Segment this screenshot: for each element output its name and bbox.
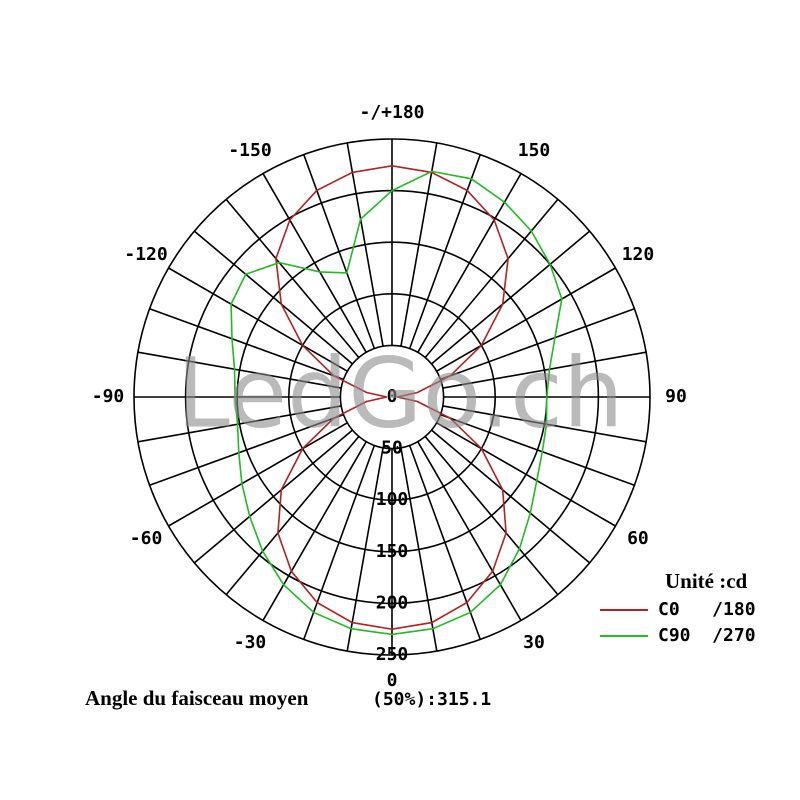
theta-tick-label: 60	[627, 528, 649, 549]
watermark: LedGo.ch	[176, 337, 623, 449]
series-line	[275, 165, 509, 631]
theta-tick-label: 150	[518, 140, 551, 161]
grid-ring	[287, 292, 496, 501]
r-tick-label: 250	[376, 644, 409, 665]
theta-tick-label: -60	[130, 528, 163, 549]
r-tick-label: 50	[381, 438, 403, 459]
theta-tick-label: 0	[387, 670, 398, 691]
footer-label: Angle du faisceau moyen	[85, 686, 309, 710]
theta-tick-label: -30	[234, 632, 267, 653]
footer-value: (50%):315.1	[372, 689, 491, 710]
legend-label: C90 /270	[658, 625, 756, 646]
r-tick-label: 150	[376, 541, 409, 562]
grid-ring	[339, 344, 445, 450]
r-tick-label: 200	[376, 592, 409, 613]
theta-tick-label: 30	[523, 632, 545, 653]
theta-tick-label: 90	[665, 386, 687, 407]
theta-tick-label: -120	[124, 244, 167, 265]
theta-tick-label: -/+180	[359, 102, 424, 123]
theta-tick-label: -150	[228, 140, 271, 161]
legend-title: Unité :cd	[665, 569, 748, 593]
r-tick-label: 100	[376, 489, 409, 510]
theta-tick-label: -90	[92, 386, 125, 407]
legend-label: C0 /180	[658, 599, 756, 620]
r-tick-label: 0	[387, 386, 398, 407]
theta-tick-label: 120	[622, 244, 655, 265]
series-line	[230, 170, 563, 636]
grid-ring	[133, 138, 651, 656]
